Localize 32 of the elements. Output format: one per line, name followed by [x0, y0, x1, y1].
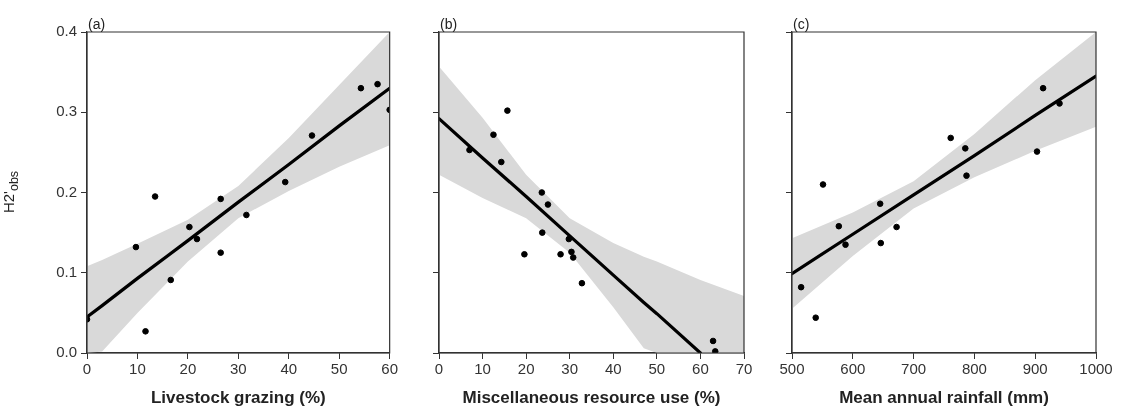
x-tick-label: 600	[840, 360, 866, 378]
chart-title: (c)	[793, 15, 810, 32]
x-tick-label: 20	[179, 360, 197, 378]
y-tick-label: 0.2	[56, 182, 77, 200]
x-tick-label: 10	[474, 360, 491, 378]
chart-title: (b)	[440, 15, 458, 32]
x-tick-label: 30	[561, 360, 579, 378]
x-tick-label: 50	[330, 360, 348, 378]
y-tick-label: 0.0	[56, 343, 77, 361]
y-tick-label: 0.3	[56, 102, 77, 120]
x-tick-label: 10	[129, 360, 146, 378]
y-tick-label: 0.1	[56, 262, 77, 280]
x-axis-title: Mean annual rainfall (mm)	[839, 388, 1049, 408]
x-tick-label: 700	[901, 360, 927, 378]
x-tick-label: 40	[604, 360, 622, 378]
x-tick-label: 60	[381, 360, 398, 378]
x-tick-label: 30	[229, 360, 247, 378]
x-tick-label: 1000	[1079, 360, 1113, 378]
x-tick-label: 50	[648, 360, 666, 378]
x-tick-label: 0	[434, 360, 444, 378]
x-tick-label: 0	[82, 360, 92, 378]
x-axis-title: Miscellaneous resource use (%)	[462, 388, 721, 408]
x-tick-label: 500	[779, 360, 805, 378]
y-tick-label: 0.4	[56, 22, 77, 40]
x-tick-label: 900	[1022, 360, 1048, 378]
x-axis-title: Livestock grazing (%)	[150, 388, 326, 408]
x-tick-label: 20	[517, 360, 535, 378]
x-tick-label: 70	[735, 360, 753, 378]
chart-title: (a)	[88, 15, 106, 32]
x-tick-label: 60	[692, 360, 709, 378]
x-tick-label: 40	[280, 360, 298, 378]
x-tick-label: 800	[961, 360, 987, 378]
